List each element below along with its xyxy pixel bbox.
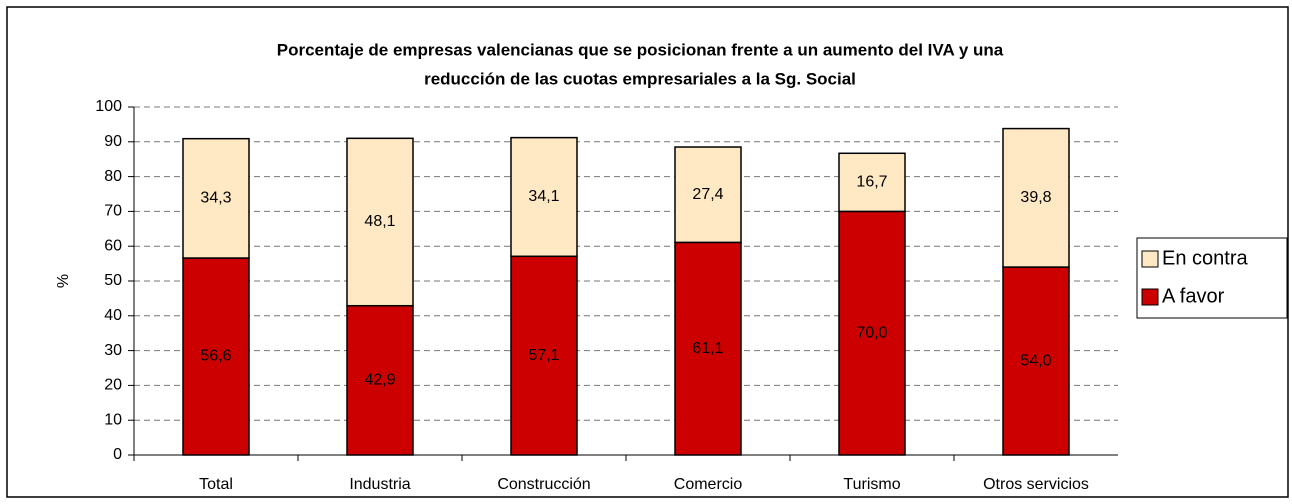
y-tick-label: 90 [104,133,122,150]
data-label: 42,9 [364,372,395,389]
data-label: 57,1 [528,347,559,364]
x-tick-label: Comercio [674,476,743,493]
chart-title: reducción de las cuotas empresariales a … [424,69,856,88]
bar-segment [510,255,578,456]
y-tick-label: 30 [104,342,122,359]
bar-segment [674,241,742,456]
y-axis-label: % [55,274,72,288]
y-tick-label: 10 [104,411,122,428]
bar-segment [510,136,578,258]
y-tick-label: 80 [104,168,122,185]
data-label: 48,1 [364,213,395,230]
y-tick-label: 0 [113,446,122,463]
bar-segment [346,304,414,456]
legend-box [1136,237,1288,319]
data-label: 70,0 [856,324,887,341]
data-label: 61,1 [692,340,723,357]
legend-swatch [1141,288,1159,306]
bar-segment [838,210,906,456]
y-tick-label: 40 [104,307,122,324]
x-tick-label: Industria [349,476,410,493]
y-tick-label: 20 [104,377,122,394]
legend-label: A favor [1162,285,1225,307]
bar-segment [182,137,250,259]
y-tick-label: 100 [95,98,122,115]
chart-title: Porcentaje de empresas valencianas que s… [277,40,1004,59]
y-tick-label: 70 [104,203,122,220]
x-tick-label: Construcción [497,476,590,493]
y-tick-label: 50 [104,272,122,289]
legend-label: En contra [1162,247,1248,269]
bar-segment [346,137,414,307]
data-label: 16,7 [856,174,887,191]
data-label: 56,6 [200,348,231,365]
data-label: 34,3 [200,190,231,207]
bar-segment [838,152,906,213]
legend-swatch [1141,250,1159,268]
bar-segment [674,146,742,244]
x-tick-label: Total [199,476,233,493]
bar-segment [1002,127,1070,268]
y-tick-label: 60 [104,237,122,254]
bar-segment [182,257,250,456]
bar-segment [1002,266,1070,456]
data-label: 27,4 [692,186,723,203]
data-label: 54,0 [1020,352,1051,369]
x-tick-label: Otros servicios [983,476,1089,493]
data-label: 34,1 [528,188,559,205]
data-label: 39,8 [1020,189,1051,206]
x-tick-label: Turismo [843,476,900,493]
